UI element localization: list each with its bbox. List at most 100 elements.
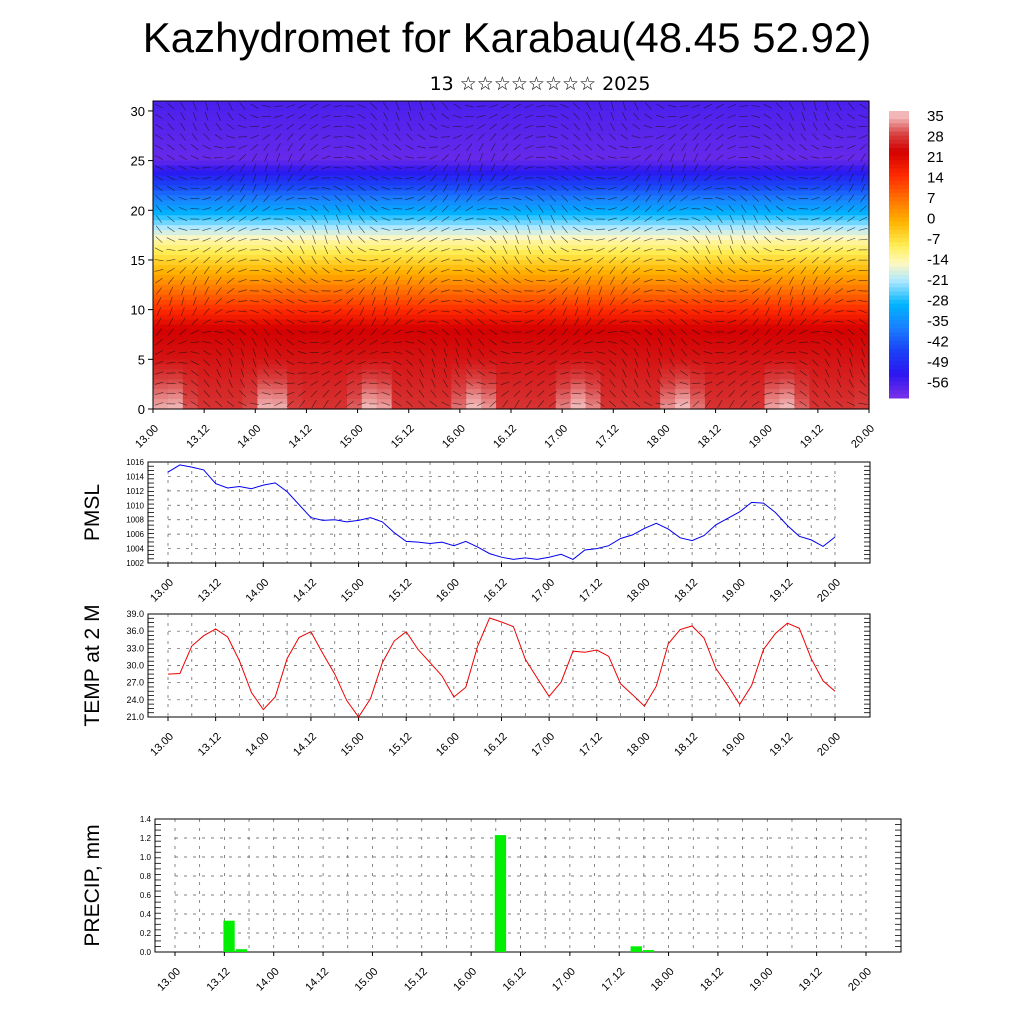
field-cell xyxy=(839,125,855,132)
field-cell xyxy=(555,165,572,172)
field-cell xyxy=(451,339,467,346)
field-cell xyxy=(167,120,184,127)
field-cell xyxy=(197,135,214,142)
field-cell xyxy=(361,284,378,291)
field-cell xyxy=(704,195,721,201)
field-cell xyxy=(436,180,452,187)
field-cell xyxy=(242,299,259,306)
field-cell xyxy=(182,344,199,350)
field-cell xyxy=(734,235,751,241)
wind-barb xyxy=(644,145,653,150)
field-cell xyxy=(481,115,497,122)
wind-barb xyxy=(479,173,484,183)
wind-barb xyxy=(310,380,319,386)
wind-barb xyxy=(539,224,543,234)
field-cell xyxy=(555,245,572,251)
field-cell xyxy=(212,389,229,395)
wind-barb xyxy=(395,276,400,285)
wind-barb xyxy=(763,247,772,253)
field-cell xyxy=(406,389,423,395)
field-cell xyxy=(287,135,303,142)
field-cell xyxy=(645,101,661,107)
wind-barb xyxy=(548,390,557,397)
field-cell xyxy=(630,264,646,271)
field-cell xyxy=(570,180,587,187)
field-cell xyxy=(540,130,557,137)
field-cell xyxy=(719,210,736,216)
field-cell xyxy=(287,101,303,107)
field-cell xyxy=(227,210,244,216)
field-cell xyxy=(391,404,408,410)
field-cell xyxy=(376,125,393,132)
field-cell xyxy=(511,364,527,370)
field-cell xyxy=(287,105,303,112)
wind-barb xyxy=(203,307,210,316)
wind-barb xyxy=(190,329,199,335)
field-cell xyxy=(585,264,602,271)
wind-barb xyxy=(321,145,331,150)
field-cell xyxy=(346,155,363,162)
wind-barb xyxy=(810,176,820,180)
wind-barb xyxy=(739,185,748,191)
field-cell xyxy=(391,180,408,187)
field-cell xyxy=(227,195,244,201)
wind-barb xyxy=(205,101,209,111)
field-cell xyxy=(570,170,587,177)
wind-barb xyxy=(431,368,436,378)
wind-barb xyxy=(369,195,378,202)
wind-barb xyxy=(465,318,473,325)
field-cell xyxy=(764,150,781,157)
field-cell xyxy=(660,269,676,276)
field-cell xyxy=(346,304,363,311)
field-cell xyxy=(511,140,527,147)
wind-barb xyxy=(192,122,197,131)
field-cell xyxy=(436,120,452,127)
wind-barb xyxy=(835,164,843,171)
field-cell xyxy=(451,235,467,241)
field-cell xyxy=(540,245,557,251)
field-cell xyxy=(854,170,870,177)
field-cell xyxy=(585,220,602,226)
chart-subtitle: 13 ☆☆☆☆☆☆☆☆ 2025 xyxy=(429,73,651,95)
field-cell xyxy=(167,101,184,107)
field-cell xyxy=(332,185,348,192)
field-cell xyxy=(660,309,676,316)
wind-barb xyxy=(825,368,830,378)
wind-barb xyxy=(452,300,462,303)
wind-barb xyxy=(178,176,188,180)
field-cell xyxy=(719,309,736,316)
field-cell xyxy=(585,349,602,355)
field-cell xyxy=(645,145,661,152)
field-cell xyxy=(153,185,169,192)
field-cell xyxy=(406,364,423,370)
field-cell xyxy=(466,130,482,137)
field-cell xyxy=(854,399,870,405)
wind-barb xyxy=(538,204,544,213)
field-cell xyxy=(824,160,840,167)
field-cell xyxy=(421,294,438,301)
field-cell xyxy=(197,369,214,375)
field-cell xyxy=(332,354,348,360)
field-cell xyxy=(257,240,273,246)
wind-barbs xyxy=(154,101,868,408)
field-cell xyxy=(660,364,676,370)
field-cell xyxy=(496,274,512,281)
wind-barb xyxy=(730,235,734,244)
wind-barb xyxy=(452,114,462,119)
field-cell xyxy=(555,334,572,341)
wind-barb xyxy=(812,122,818,131)
wind-barb xyxy=(548,401,557,407)
wind-barb xyxy=(835,267,843,274)
wind-barb xyxy=(261,402,271,405)
wind-barb xyxy=(489,339,497,346)
field-cell xyxy=(675,299,691,306)
field-cell xyxy=(839,230,855,236)
field-cell xyxy=(257,115,273,122)
wind-barb xyxy=(763,175,772,181)
side-ticks xyxy=(148,461,870,564)
wind-barb xyxy=(357,381,367,385)
field-cell xyxy=(585,130,602,137)
field-cell xyxy=(854,259,870,266)
field-cell xyxy=(511,195,527,201)
field-cell xyxy=(451,220,467,226)
